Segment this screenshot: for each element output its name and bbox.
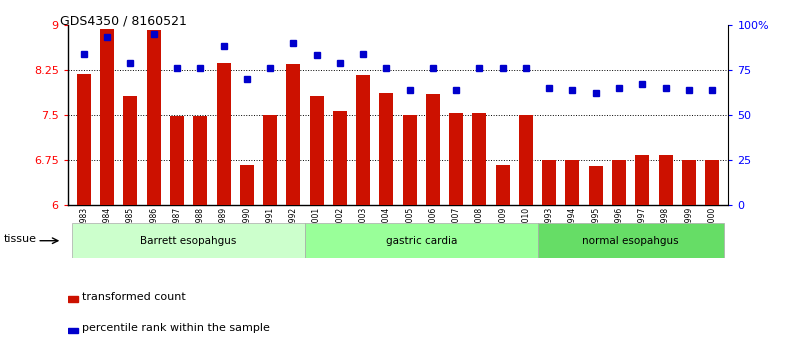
Text: percentile rank within the sample: percentile rank within the sample [81,323,269,333]
Bar [403,115,416,205]
Bar [705,160,719,205]
Bar [682,160,696,205]
Bar [240,165,254,205]
Bar [310,96,323,205]
Bar [589,166,603,205]
Bar [305,223,537,258]
Bar [635,155,650,205]
Bar [333,112,347,205]
Bar [287,64,300,205]
Bar [68,296,77,302]
Bar [263,115,277,205]
Bar [77,74,91,205]
Bar [356,75,370,205]
Bar [449,113,463,205]
Text: transformed count: transformed count [81,291,185,302]
Bar [146,30,161,205]
Bar [537,223,724,258]
Text: tissue: tissue [4,234,37,244]
Bar [193,116,207,205]
Text: GDS4350 / 8160521: GDS4350 / 8160521 [60,14,186,27]
Bar [72,223,305,258]
Bar [380,93,393,205]
Bar [612,160,626,205]
Bar [542,160,556,205]
Bar [68,328,77,333]
Text: Barrett esopahgus: Barrett esopahgus [140,236,237,246]
Text: gastric cardia: gastric cardia [385,236,457,246]
Bar [496,165,509,205]
Bar [658,155,673,205]
Bar [565,160,579,205]
Bar [123,96,138,205]
Bar [217,63,231,205]
Bar [100,29,114,205]
Bar [426,94,440,205]
Bar [519,115,533,205]
Bar [170,116,184,205]
Text: normal esopahgus: normal esopahgus [583,236,679,246]
Bar [473,113,486,205]
